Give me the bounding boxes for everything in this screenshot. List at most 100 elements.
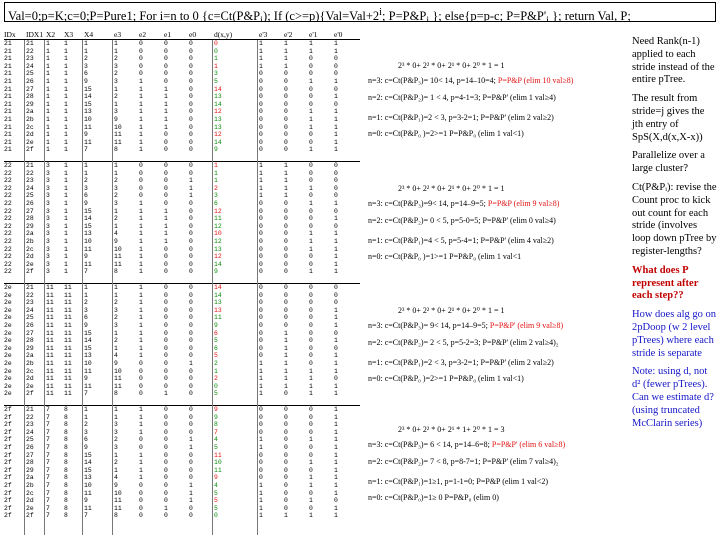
table-cell: 0 <box>164 306 168 314</box>
table-cell: 29 <box>26 466 34 474</box>
table-cell: 0 <box>259 253 263 261</box>
table-cell: 2 <box>114 299 118 307</box>
table-cell: 0 <box>309 100 313 108</box>
table-cell: 1 <box>64 230 68 238</box>
table-cell: 3 <box>84 62 88 70</box>
table-cell: 0 <box>334 62 338 70</box>
table-cell: 1 <box>259 47 263 55</box>
table-cell: 11 <box>114 375 122 383</box>
table-cell: 0 <box>189 215 193 223</box>
table-cell: 11 <box>64 314 72 322</box>
table-cell: 1 <box>189 177 193 185</box>
table-cell: 0 <box>309 192 313 200</box>
table-cell: 0 <box>189 131 193 139</box>
table-cell: 1 <box>334 459 338 467</box>
table-cell: 0 <box>139 70 143 78</box>
table-cell: 26 <box>26 444 34 451</box>
table-cell: 0 <box>259 123 263 131</box>
table-cell: 0 <box>284 322 288 329</box>
table-cell: 0 <box>164 62 168 70</box>
table-cell: 0 <box>309 169 313 177</box>
table-cell: 0 <box>309 215 313 223</box>
table-cell: 0 <box>284 504 288 512</box>
table-cell: 0 <box>164 169 168 177</box>
step-n3: n=3: c=Ct(P&P₃)= 6 < 14, p=14–6=8; P=P&P… <box>368 439 565 450</box>
table-cell: 0 <box>164 466 168 474</box>
table-cell: 1 <box>164 215 168 223</box>
table-cell: 1 <box>309 390 313 398</box>
table-cell: 3 <box>114 444 118 451</box>
table-cell: 0 <box>189 78 193 85</box>
table-cell: 0 <box>189 169 193 177</box>
table-cell: 0 <box>164 78 168 85</box>
table-cell: 0 <box>189 382 193 390</box>
table-cell: 0 <box>259 138 263 146</box>
table-cell: 10 <box>214 459 222 467</box>
table-cell: 1 <box>334 314 338 322</box>
table-cell: 0 <box>284 238 288 245</box>
table-cell: 1 <box>64 55 68 63</box>
table-cell: 9 <box>84 200 88 207</box>
table-cell: 1 <box>164 100 168 108</box>
table-cell: 1 <box>334 512 338 520</box>
table-cell: 0 <box>309 70 313 78</box>
table-cell: 21 <box>4 78 12 85</box>
table-cell: 1 <box>284 382 288 390</box>
table-cell: 1 <box>334 238 338 245</box>
table-cell: 11 <box>114 497 122 505</box>
table-cell: 3 <box>114 108 118 116</box>
table-cell: 0 <box>259 116 263 123</box>
table-cell: 11 <box>46 337 54 345</box>
table-cell: 22 <box>4 162 12 169</box>
table-cell: 11 <box>114 253 122 261</box>
table-cell: 25 <box>26 436 34 444</box>
table-cell: 22 <box>4 245 12 253</box>
table-cell: 21 <box>4 146 12 154</box>
table-cell: 0 <box>284 207 288 215</box>
table-cell: 0 <box>259 474 263 482</box>
table-cell: 0 <box>284 200 288 207</box>
table-cell: 1 <box>64 47 68 55</box>
table-cell: 2e <box>26 382 34 390</box>
step-n0: n=0: c=Ct(P&P₀ )=1>=1 P=P&P₀ (elim 1 val… <box>368 252 522 261</box>
table-cell: 0 <box>189 322 193 329</box>
column-header: e'2 <box>284 30 293 39</box>
table-cell: 2f <box>4 497 12 505</box>
table-cell: 1 <box>334 123 338 131</box>
table-cell: 1 <box>114 451 118 459</box>
table-cell: 1 <box>164 85 168 93</box>
table-cell: 0 <box>189 337 193 345</box>
table-cell: 1 <box>284 375 288 383</box>
table-cell: 3 <box>114 78 118 85</box>
table-cell: 0 <box>139 169 143 177</box>
table-cell: 1 <box>309 367 313 375</box>
table-cell: 6 <box>84 314 88 322</box>
table-cell: 0 <box>164 245 168 253</box>
table-cell: 1 <box>309 108 313 116</box>
table-cell: 1 <box>334 466 338 474</box>
table-cell: 15 <box>84 466 92 474</box>
table-cell: 8 <box>64 406 68 413</box>
table-cell: 0 <box>164 200 168 207</box>
table-cell: 21 <box>4 131 12 139</box>
table-cell: 22 <box>4 177 12 185</box>
table-cell: 1 <box>64 123 68 131</box>
table-cell: 0 <box>214 40 218 47</box>
table-cell: 0 <box>139 436 143 444</box>
table-cell: 1 <box>139 466 143 474</box>
table-cell: 2f <box>26 512 34 520</box>
table-cell: 2e <box>26 138 34 146</box>
table-cell: 0 <box>164 489 168 497</box>
table-cell: 1 <box>139 123 143 131</box>
table-cell: 3 <box>114 184 118 192</box>
table-cell: 9 <box>114 482 118 489</box>
table-cell: 2c <box>26 367 34 375</box>
table-cell: 2 <box>114 436 118 444</box>
table-cell: 10 <box>84 116 92 123</box>
table-cell: 0 <box>259 337 263 345</box>
table-cell: 1 <box>114 222 118 230</box>
table-cell: 11 <box>64 360 72 367</box>
table-cell: 0 <box>189 93 193 101</box>
table-cell: 3 <box>114 62 118 70</box>
table-cell: 0 <box>139 62 143 70</box>
